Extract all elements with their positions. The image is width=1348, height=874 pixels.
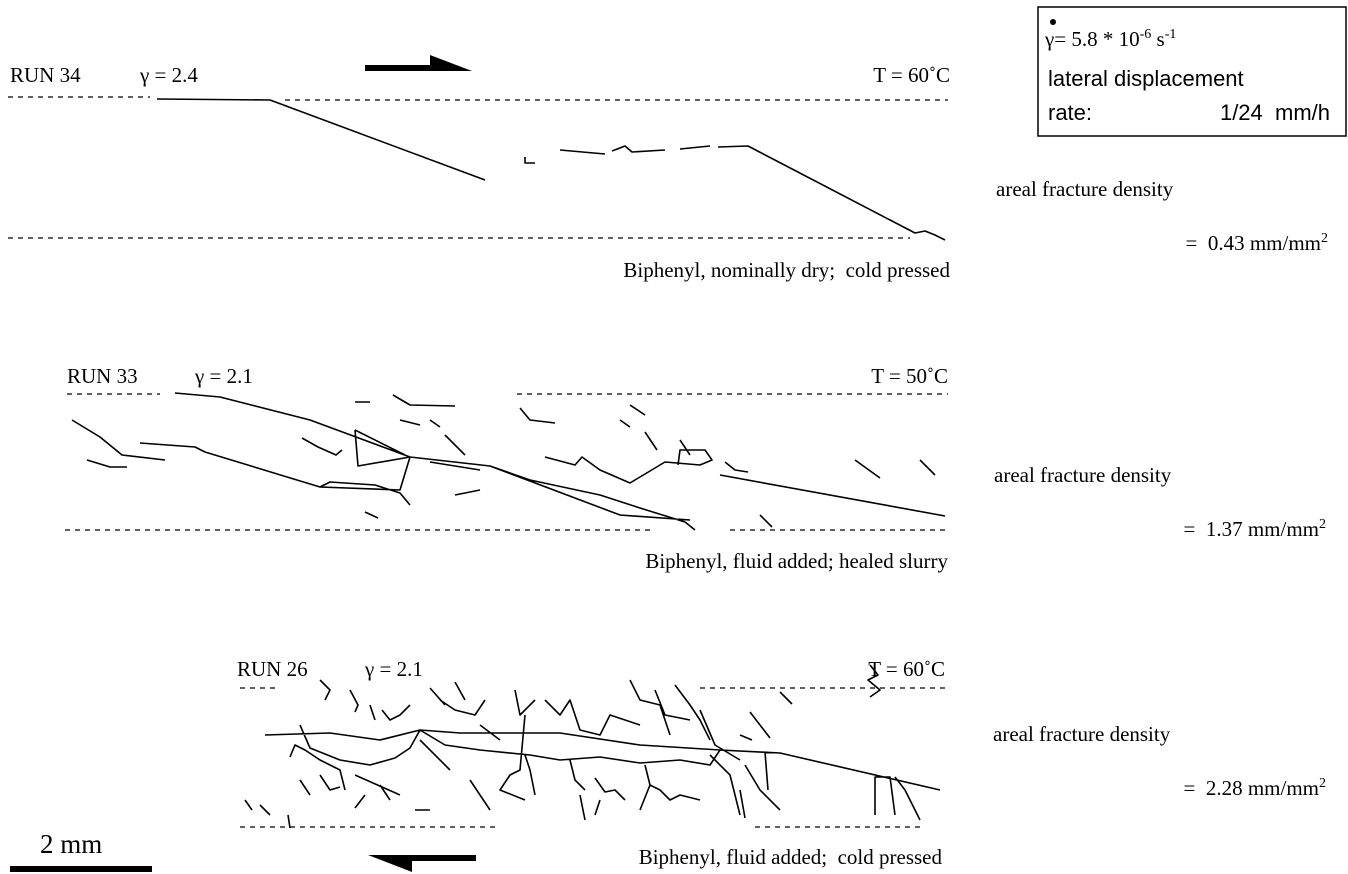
temperature-label: T = 60˚C xyxy=(873,63,950,87)
run-label: RUN 33 xyxy=(67,364,138,388)
dot xyxy=(1050,19,1056,25)
rate-exp: -6 xyxy=(1140,27,1152,42)
density-number: = 1.37 mm/mm xyxy=(1183,517,1319,541)
rate-symbol: γ xyxy=(1044,27,1054,51)
shear-arrow-top xyxy=(365,55,472,71)
scale-bar: 2 mm xyxy=(10,829,152,869)
density-number: = 0.43 mm/mm xyxy=(1185,231,1321,255)
panel: RUN 33 γ = 2.1 T = 50˚C Biphenyl, fluid … xyxy=(65,364,1326,573)
density-exp: 2 xyxy=(1321,231,1328,246)
density-label: areal fracture density xyxy=(996,177,1174,201)
density-value: = 0.43 mm/mm2 xyxy=(1185,231,1328,255)
rate-unit: s xyxy=(1151,27,1164,51)
arrow-head xyxy=(430,55,472,71)
density-value: = 1.37 mm/mm2 xyxy=(1183,517,1326,541)
fracture xyxy=(157,99,945,240)
box-line: lateral displacement xyxy=(1048,66,1244,91)
density-number: = 2.28 mm/mm xyxy=(1183,776,1319,800)
figure: γ= 5.8 * 10-6 s-1 lateral displacement r… xyxy=(0,0,1348,874)
run-label: RUN 26 xyxy=(237,657,308,681)
temperature-label: T = 50˚C xyxy=(871,364,948,388)
density-value: = 2.28 mm/mm2 xyxy=(1183,776,1326,800)
density-label: areal fracture density xyxy=(993,722,1171,746)
run-label: RUN 34 xyxy=(10,63,81,87)
temperature-label: T = 60˚C xyxy=(868,657,945,681)
box-label: rate: xyxy=(1048,100,1092,125)
fracture xyxy=(72,393,945,530)
arrow-head xyxy=(368,855,412,872)
density-exp: 2 xyxy=(1319,776,1326,791)
caption: Biphenyl, fluid added; cold pressed xyxy=(639,845,943,869)
gamma-label: γ = 2.4 xyxy=(139,63,198,87)
caption: Biphenyl, nominally dry; cold pressed xyxy=(623,258,950,282)
box-value: 1/24 mm/h xyxy=(1220,100,1330,125)
panel: RUN 26 γ = 2.1 T = 60˚C Biphenyl, fluid … xyxy=(237,657,1326,869)
fracture xyxy=(245,665,940,828)
density-label: areal fracture density xyxy=(994,463,1172,487)
caption: Biphenyl, fluid added; healed slurry xyxy=(645,549,948,573)
gamma-label: γ = 2.1 xyxy=(364,657,423,681)
gamma-label: γ = 2.1 xyxy=(194,364,253,388)
shear-arrow-bottom xyxy=(368,855,476,872)
density-exp: 2 xyxy=(1319,517,1326,532)
scale-label: 2 mm xyxy=(40,829,102,859)
rate-text: = 5.8 * 10 xyxy=(1054,27,1139,51)
rate-line: γ= 5.8 * 10-6 s-1 xyxy=(1044,27,1176,51)
legend-box: γ= 5.8 * 10-6 s-1 lateral displacement r… xyxy=(1038,7,1346,136)
boundary xyxy=(65,394,948,530)
rate-unit-exp: -1 xyxy=(1165,27,1177,42)
panel: RUN 34 γ = 2.4 T = 60˚C Biphenyl, nomina… xyxy=(8,63,1328,282)
page: {"legend_box": {"rate_symbol": "γ", "rat… xyxy=(0,0,1348,874)
boundary xyxy=(8,97,948,238)
